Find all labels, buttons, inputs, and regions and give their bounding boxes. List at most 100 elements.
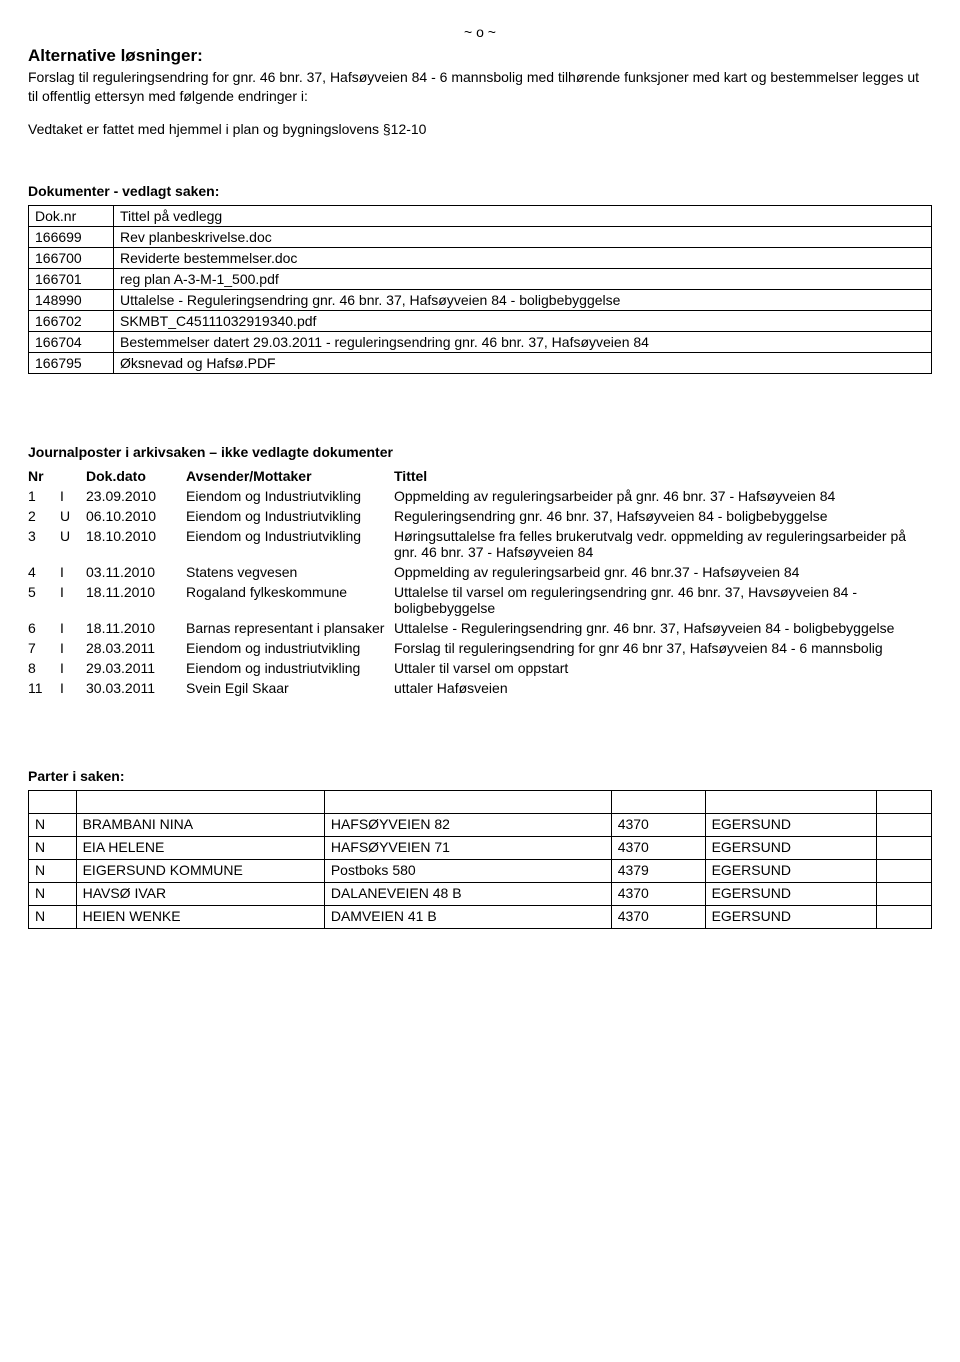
parties-table: NBRAMBANI NINAHAFSØYVEIEN 824370EGERSUND… — [28, 790, 932, 929]
cell-nr: 1 — [28, 486, 60, 506]
cell-date: 03.11.2010 — [86, 562, 186, 582]
cell: Postboks 580 — [324, 859, 611, 882]
cell-from: Eiendom og Industriutvikling — [186, 526, 394, 562]
cell-nr: 5 — [28, 582, 60, 618]
cell — [876, 813, 931, 836]
cell-date: 18.10.2010 — [86, 526, 186, 562]
table-row: NEIA HELENEHAFSØYVEIEN 714370EGERSUND — [29, 836, 932, 859]
cell: EGERSUND — [705, 859, 876, 882]
cell: N — [29, 905, 77, 928]
cell-io: I — [60, 638, 86, 658]
cell-doknr: 166699 — [29, 226, 114, 247]
cell: HAVSØ IVAR — [76, 882, 324, 905]
cell-nr: 7 — [28, 638, 60, 658]
alt-solutions-text-1: Forslag til reguleringsendring for gnr. … — [28, 68, 932, 106]
cell-title: Høringsuttalelse fra felles brukerutvalg… — [394, 526, 932, 562]
table-row: 166795Øksnevad og Hafsø.PDF — [29, 352, 932, 373]
cell-from: Eiendom og industriutvikling — [186, 658, 394, 678]
table-row: 6I18.11.2010Barnas representant i plansa… — [28, 618, 932, 638]
cell-title: Uttalelse til varsel om reguleringsendri… — [394, 582, 932, 618]
alt-solutions-title: Alternative løsninger: — [28, 46, 932, 66]
cell-io: I — [60, 486, 86, 506]
cell-io: I — [60, 562, 86, 582]
cell-nr: 6 — [28, 618, 60, 638]
cell — [876, 836, 931, 859]
cell-io: I — [60, 582, 86, 618]
cell-io: U — [60, 506, 86, 526]
table-row: 3U18.10.2010Eiendom og Industriutvikling… — [28, 526, 932, 562]
cell: BRAMBANI NINA — [76, 813, 324, 836]
table-header-row: Nr Dok.dato Avsender/Mottaker Tittel — [28, 466, 932, 486]
table-row: 2U06.10.2010Eiendom og Industriutvikling… — [28, 506, 932, 526]
cell: 4370 — [611, 905, 705, 928]
cell: EIGERSUND KOMMUNE — [76, 859, 324, 882]
table-header-row: Dok.nr Tittel på vedlegg — [29, 205, 932, 226]
table-row: NBRAMBANI NINAHAFSØYVEIEN 824370EGERSUND — [29, 813, 932, 836]
cell-from: Statens vegvesen — [186, 562, 394, 582]
table-row: 8I29.03.2011Eiendom og industriutvikling… — [28, 658, 932, 678]
cell: EGERSUND — [705, 882, 876, 905]
cell-doknr: 166702 — [29, 310, 114, 331]
col-header-title: Tittel på vedlegg — [114, 205, 932, 226]
cell-title: Oppmelding av reguleringsarbeider på gnr… — [394, 486, 932, 506]
table-row: 166704Bestemmelser datert 29.03.2011 - r… — [29, 331, 932, 352]
cell: EGERSUND — [705, 836, 876, 859]
table-row: NHAVSØ IVARDALANEVEIEN 48 B4370EGERSUND — [29, 882, 932, 905]
cell-title: Forslag til reguleringsendring for gnr 4… — [394, 638, 932, 658]
cell-title: Reguleringsendring gnr. 46 bnr. 37, Hafs… — [394, 506, 932, 526]
cell-date: 18.11.2010 — [86, 618, 186, 638]
cell — [324, 790, 611, 813]
cell: N — [29, 859, 77, 882]
cell-doknr: 166704 — [29, 331, 114, 352]
table-row: 166701reg plan A-3-M-1_500.pdf — [29, 268, 932, 289]
attached-documents-table: Dok.nr Tittel på vedlegg 166699Rev planb… — [28, 205, 932, 374]
cell-io: I — [60, 678, 86, 698]
cell-date: 06.10.2010 — [86, 506, 186, 526]
cell-title: Øksnevad og Hafsø.PDF — [114, 352, 932, 373]
table-row: 1I23.09.2010Eiendom og Industriutvikling… — [28, 486, 932, 506]
col-header-io — [60, 466, 86, 486]
alt-solutions-text-2: Vedtaket er fattet med hjemmel i plan og… — [28, 120, 932, 139]
col-header-doknr: Dok.nr — [29, 205, 114, 226]
cell: 4379 — [611, 859, 705, 882]
cell — [876, 882, 931, 905]
cell-from: Eiendom og industriutvikling — [186, 638, 394, 658]
table-row: NEIGERSUND KOMMUNEPostboks 5804379EGERSU… — [29, 859, 932, 882]
cell-nr: 11 — [28, 678, 60, 698]
cell — [705, 790, 876, 813]
cell-io: I — [60, 658, 86, 678]
col-header-from: Avsender/Mottaker — [186, 466, 394, 486]
cell-from: Eiendom og Industriutvikling — [186, 506, 394, 526]
cell-title: Uttalelse - Reguleringsendring gnr. 46 b… — [114, 289, 932, 310]
cell: N — [29, 882, 77, 905]
cell: EIA HELENE — [76, 836, 324, 859]
documents-attached-title: Dokumenter - vedlagt saken: — [28, 183, 932, 199]
cell — [876, 905, 931, 928]
cell-title: reg plan A-3-M-1_500.pdf — [114, 268, 932, 289]
col-header-date: Dok.dato — [86, 466, 186, 486]
cell-doknr: 148990 — [29, 289, 114, 310]
cell-nr: 8 — [28, 658, 60, 678]
cell: N — [29, 836, 77, 859]
cell — [876, 859, 931, 882]
cell-from: Barnas representant i plansaker — [186, 618, 394, 638]
table-row: NHEIEN WENKEDAMVEIEN 41 B4370EGERSUND — [29, 905, 932, 928]
cell: DALANEVEIEN 48 B — [324, 882, 611, 905]
journal-title: Journalposter i arkivsaken – ikke vedlag… — [28, 444, 932, 460]
cell — [611, 790, 705, 813]
cell: 4370 — [611, 813, 705, 836]
cell-title: Oppmelding av reguleringsarbeid gnr. 46 … — [394, 562, 932, 582]
cell: DAMVEIEN 41 B — [324, 905, 611, 928]
table-row: 11I30.03.2011Svein Egil Skaaruttaler Haf… — [28, 678, 932, 698]
table-row: 166702SKMBT_C45111032919340.pdf — [29, 310, 932, 331]
journal-table: Nr Dok.dato Avsender/Mottaker Tittel 1I2… — [28, 466, 932, 698]
table-row: 166699Rev planbeskrivelse.doc — [29, 226, 932, 247]
cell-title: Uttalelse - Reguleringsendring gnr. 46 b… — [394, 618, 932, 638]
table-row: 166700Reviderte bestemmelser.doc — [29, 247, 932, 268]
cell-title: Bestemmelser datert 29.03.2011 - reguler… — [114, 331, 932, 352]
cell: HAFSØYVEIEN 71 — [324, 836, 611, 859]
cell-date: 30.03.2011 — [86, 678, 186, 698]
cell: HAFSØYVEIEN 82 — [324, 813, 611, 836]
cell-title: Uttaler til varsel om oppstart — [394, 658, 932, 678]
cell-title: Reviderte bestemmelser.doc — [114, 247, 932, 268]
